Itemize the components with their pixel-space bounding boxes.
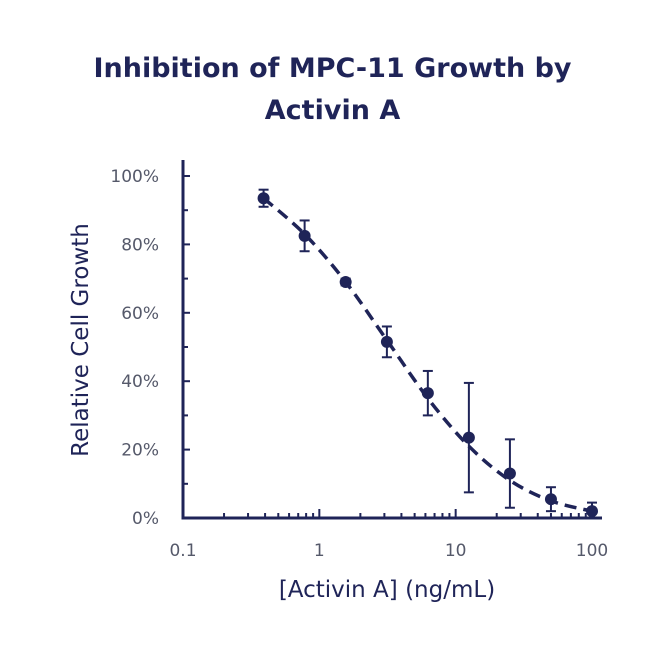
- x-ticks: 0.1 1 10 100: [169, 509, 608, 561]
- y-tick-label: 100%: [110, 167, 159, 187]
- chart-title: Inhibition of MPC-11 Growth by Activin A: [0, 48, 665, 132]
- chart-title-line-1: Inhibition of MPC-11 Growth by: [93, 53, 572, 84]
- y-tick-label: 40%: [121, 372, 159, 392]
- y-tick-label: 60%: [121, 304, 159, 324]
- data-point: [339, 276, 352, 289]
- fit-curve: [262, 196, 593, 513]
- y-tick-label: 0%: [132, 509, 159, 529]
- data-point: [462, 431, 475, 444]
- x-tick-label: 1: [314, 541, 325, 561]
- x-axis-label: [Activin A] (ng/mL): [279, 577, 495, 603]
- data-point: [421, 387, 434, 400]
- data-point: [298, 229, 311, 242]
- data-point: [380, 335, 393, 348]
- y-tick-label: 80%: [121, 235, 159, 255]
- y-axis-label: Relative Cell Growth: [68, 223, 94, 457]
- x-tick-label: 0.1: [169, 541, 196, 561]
- y-tick-label: 20%: [121, 441, 159, 461]
- data-points: [257, 192, 598, 518]
- x-tick-label: 100: [576, 541, 608, 561]
- data-point: [257, 192, 270, 205]
- data-point: [503, 467, 516, 480]
- x-tick-label: 10: [445, 541, 467, 561]
- y-ticks: 0% 20% 40% 60% 80% 100%: [110, 167, 190, 529]
- data-point: [586, 505, 598, 518]
- data-point: [544, 493, 557, 506]
- axes: [181, 160, 602, 520]
- chart-title-line-2: Activin A: [264, 95, 401, 126]
